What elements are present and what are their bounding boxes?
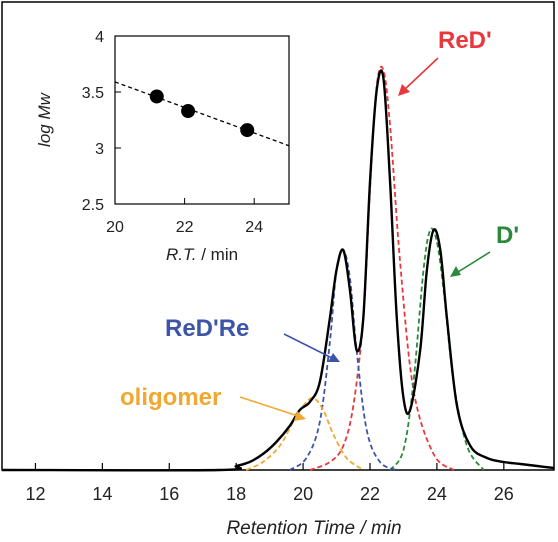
inset-data-point: [181, 104, 196, 119]
label-blue-peak: ReD'Re: [165, 315, 249, 342]
main-x-tick-label: 22: [360, 484, 380, 504]
main-x-tick-label: 24: [427, 484, 447, 504]
inset-x-axis-title: R.T. / min: [166, 245, 238, 264]
main-x-ticks: 12 14 16 18 20 22 24 26: [25, 463, 514, 504]
inset-x-tick-label: 22: [176, 219, 194, 236]
arrow-red-peak: [403, 57, 439, 91]
main-x-tick-label: 12: [25, 484, 45, 504]
inset-x-tick-label: 24: [245, 219, 263, 236]
label-green-peak: D': [496, 222, 519, 249]
series-measured-line: [1, 69, 555, 472]
main-x-tick-label: 16: [159, 484, 179, 504]
main-x-tick-label: 14: [92, 484, 112, 504]
main-x-axis-title-unit: / min: [355, 518, 401, 539]
main-series-group: [1, 65, 555, 472]
inset-ticks: 20 22 24 2.5 3 3.5 4: [82, 29, 263, 236]
main-x-tick-label: 26: [494, 484, 514, 504]
inset-series-group: [114, 81, 290, 147]
arrowhead-blue-peak: [328, 353, 340, 362]
inset-y-tick-label: 4: [95, 29, 104, 46]
label-red-peak: ReD': [438, 27, 492, 54]
arrowhead-orange-peak: [294, 411, 306, 421]
inset-y-axis-title: log Mw: [35, 91, 54, 147]
inset-y-tick-label: 3.5: [82, 85, 104, 102]
main-x-axis-title-main: Retention Time: [226, 518, 355, 539]
inset-y-tick-label: 2.5: [82, 197, 104, 214]
inset-data-point: [240, 123, 255, 138]
inset-fit-line: [114, 81, 290, 147]
arrowhead-red-peak: [398, 84, 410, 96]
arrowhead-green-peak: [450, 266, 461, 277]
arrow-blue-peak: [283, 333, 333, 359]
inset-data-point: [149, 89, 164, 104]
peak-annotations: ReD' D' ReD'Re oligomer: [120, 27, 519, 421]
series-red-re-line: [289, 248, 398, 471]
main-x-tick-label: 18: [226, 484, 246, 504]
main-x-axis-title: Retention Time / min: [226, 518, 401, 539]
inset-plot-area: [114, 35, 290, 205]
inset-x-axis-title-main: R.T.: [166, 245, 197, 264]
inset-y-tick-label: 3: [95, 141, 104, 158]
label-orange-peak: oligomer: [120, 384, 221, 411]
inset-x-axis-title-unit: / min: [196, 245, 238, 264]
arrow-green-peak: [457, 251, 491, 273]
arrow-orange-peak: [239, 396, 299, 417]
main-x-tick-label: 20: [293, 484, 313, 504]
inset-x-tick-label: 20: [106, 219, 124, 236]
main-plot-area: [1, 1, 555, 471]
series-red-line: [309, 65, 455, 471]
